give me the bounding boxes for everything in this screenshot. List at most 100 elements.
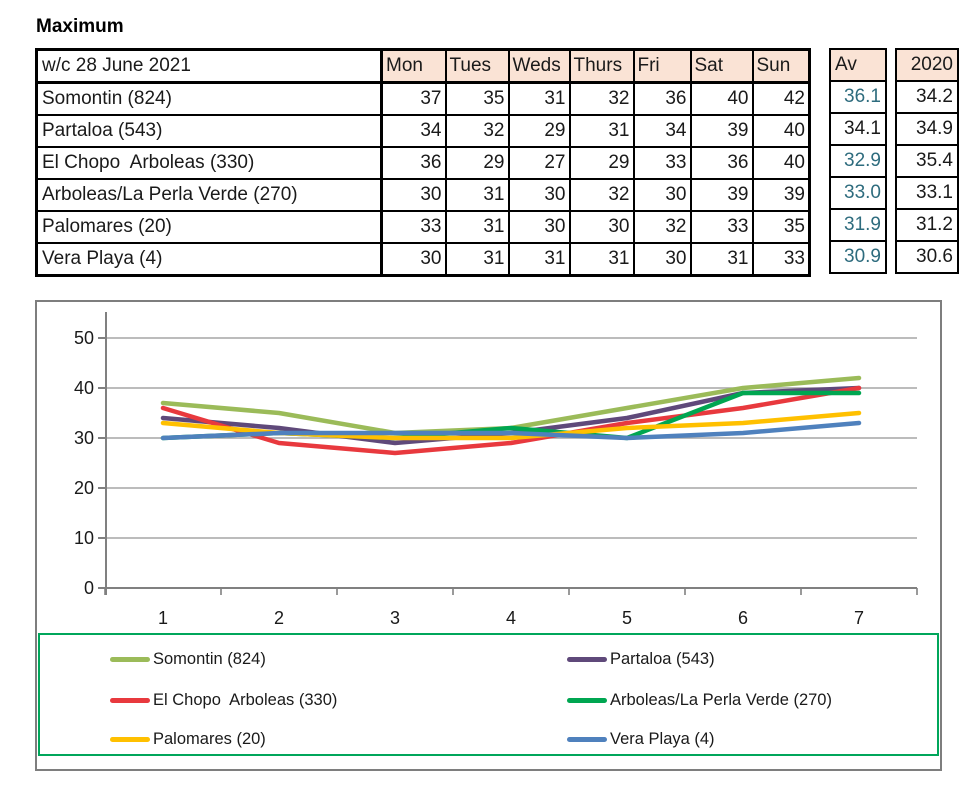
day-value-cell: 34 (632, 114, 692, 148)
table-row: 31.9 (829, 208, 887, 242)
legend-item: Vera Playa (4) (567, 728, 715, 750)
average-column-table: Av 36.1 34.1 32.9 33.0 31.9 30.9 (829, 48, 887, 274)
weekly-max-table: w/c 28 June 2021 Mon Tues Weds Thurs Fri… (35, 48, 811, 277)
legend-label: El Chopo Arboleas (330) (153, 690, 338, 709)
day-value-cell: 39 (751, 178, 811, 212)
legend-item: Somontin (824) (110, 648, 266, 670)
day-value-cell: 29 (507, 114, 571, 148)
day-header-tues: Tues (444, 48, 510, 84)
day-value-cell: 31 (568, 114, 635, 148)
table-row: Arboleas/La Perla Verde (270) 30 31 30 32 30 3… (35, 178, 811, 212)
y-tick-label: 40 (74, 378, 94, 398)
table-header-row: Av (829, 48, 887, 82)
table-row: Palomares (20) 33 31 30 30 32 33 35 (35, 210, 811, 244)
row-label: Arboleas/La Perla Verde (270) (35, 178, 383, 212)
table-row: 33.1 (895, 176, 959, 210)
day-value-cell: 33 (689, 210, 754, 244)
day-value-cell: 30 (380, 242, 447, 277)
table-row: 30.9 (829, 240, 887, 274)
legend-item: Arboleas/La Perla Verde (270) (567, 689, 832, 711)
x-tick-label: 1 (158, 608, 168, 628)
row-label: Partaloa (543) (35, 114, 383, 148)
y-tick-label: 0 (84, 578, 94, 598)
day-value-cell: 30 (507, 178, 571, 212)
day-value-cell: 30 (632, 242, 692, 277)
legend-item: Partaloa (543) (567, 648, 715, 670)
day-value-cell: 30 (632, 178, 692, 212)
day-value-cell: 31 (444, 210, 510, 244)
legend-label: Palomares (20) (153, 729, 266, 748)
average-value-cell: 36.1 (829, 80, 887, 114)
y2020-header-cell: 2020 (895, 48, 959, 82)
y2020-value-cell: 30.6 (895, 240, 959, 274)
table-row: 34.9 (895, 112, 959, 146)
day-value-cell: 36 (380, 146, 447, 180)
day-value-cell: 40 (751, 146, 811, 180)
day-value-cell: 42 (751, 81, 811, 116)
legend-swatch (110, 656, 150, 662)
x-tick-label: 5 (622, 608, 632, 628)
table-row: Vera Playa (4) 30 31 31 31 30 31 33 (35, 242, 811, 277)
table-row: 34.1 (829, 112, 887, 146)
day-value-cell: 27 (507, 146, 571, 180)
day-value-cell: 36 (632, 81, 692, 116)
day-value-cell: 31 (444, 178, 510, 212)
legend-swatch (110, 697, 150, 703)
chart-legend: Somontin (824) Partaloa (543) El Chopo Arb… (38, 633, 939, 756)
day-value-cell: 33 (751, 242, 811, 277)
average-value-cell: 31.9 (829, 208, 887, 242)
day-header-sat: Sat (689, 48, 754, 84)
y2020-value-cell: 34.9 (895, 112, 959, 146)
legend-label: Somontin (824) (153, 649, 266, 668)
table-row: 35.4 (895, 144, 959, 178)
day-value-cell: 32 (568, 178, 635, 212)
y2020-value-cell: 34.2 (895, 80, 959, 114)
day-value-cell: 30 (380, 178, 447, 212)
row-label: El Chopo Arboleas (330) (35, 146, 383, 180)
table-row: Somontin (824) 37 35 31 32 36 40 42 (35, 81, 811, 116)
row-label: Somontin (824) (35, 81, 383, 116)
legend-swatch (567, 656, 607, 662)
series-line (160, 420, 862, 441)
day-header-mon: Mon (380, 48, 447, 84)
day-value-cell: 31 (507, 242, 571, 277)
series-line (160, 385, 862, 456)
day-value-cell: 30 (568, 210, 635, 244)
y2020-value-cell: 35.4 (895, 144, 959, 178)
day-value-cell: 37 (380, 81, 447, 116)
legend-swatch (567, 697, 607, 703)
legend-label: Arboleas/La Perla Verde (270) (610, 690, 832, 709)
y-tick-label: 20 (74, 478, 94, 498)
y2020-value-cell: 31.2 (895, 208, 959, 242)
x-tick-label: 7 (854, 608, 864, 628)
row-label: Palomares (20) (35, 210, 383, 244)
day-header-fri: Fri (632, 48, 692, 84)
x-tick-label: 4 (506, 608, 516, 628)
day-value-cell: 31 (689, 242, 754, 277)
table-row: Partaloa (543) 34 32 29 31 34 39 40 (35, 114, 811, 148)
y-tick-label: 50 (74, 328, 94, 348)
day-value-cell: 40 (751, 114, 811, 148)
day-value-cell: 40 (689, 81, 754, 116)
y-tick-label: 30 (74, 428, 94, 448)
table-row: El Chopo Arboleas (330) 36 29 27 29 33 36 40 (35, 146, 811, 180)
day-value-cell: 35 (751, 210, 811, 244)
table-row: 31.2 (895, 208, 959, 242)
day-value-cell: 31 (444, 242, 510, 277)
table-header-row: w/c 28 June 2021 Mon Tues Weds Thurs Fri… (35, 48, 811, 84)
day-header-thurs: Thurs (568, 48, 635, 84)
legend-label: Partaloa (543) (610, 649, 715, 668)
day-value-cell: 30 (507, 210, 571, 244)
day-value-cell: 32 (568, 81, 635, 116)
legend-item: Palomares (20) (110, 728, 266, 750)
legend-swatch (567, 736, 607, 742)
day-value-cell: 39 (689, 178, 754, 212)
av-header-cell: Av (829, 48, 887, 82)
day-value-cell: 29 (444, 146, 510, 180)
day-value-cell: 36 (689, 146, 754, 180)
table-row: 32.9 (829, 144, 887, 178)
table-header-row: 2020 (895, 48, 959, 82)
day-value-cell: 33 (632, 146, 692, 180)
day-value-cell: 32 (632, 210, 692, 244)
year-2020-column-table: 2020 34.2 34.9 35.4 33.1 31.2 30.6 (895, 48, 959, 274)
